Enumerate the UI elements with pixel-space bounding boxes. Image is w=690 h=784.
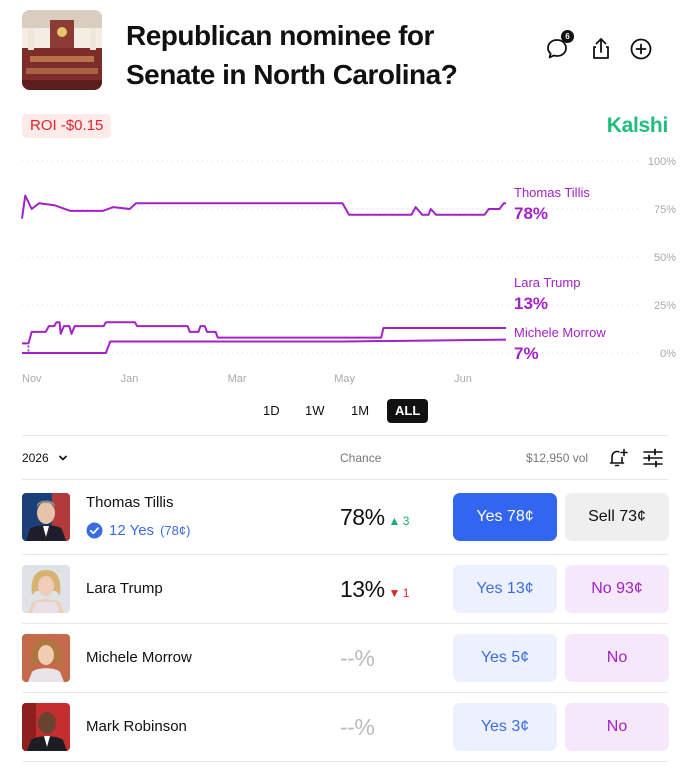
divider xyxy=(22,554,668,555)
divider xyxy=(22,435,668,436)
year-filter-value: 2026 xyxy=(22,451,49,465)
series-name-label: Lara Trump xyxy=(514,275,580,290)
buy-yes-button[interactable]: Yes 13¢ xyxy=(453,565,557,613)
bell-plus-icon xyxy=(609,448,628,467)
chance-column-header: Chance xyxy=(340,451,382,465)
divider xyxy=(22,761,668,762)
avatar xyxy=(22,634,70,682)
y-tick-label: 75% xyxy=(654,204,676,216)
series-name-label: Thomas Tillis xyxy=(514,185,590,200)
range-all-label: ALL xyxy=(395,403,421,418)
chance-change-value: 1 xyxy=(402,586,410,600)
range-1w-button[interactable]: 1W xyxy=(297,399,333,423)
chance-value: 78% ▲ 3 xyxy=(340,504,409,531)
comments-button[interactable]: 6 xyxy=(544,30,574,62)
position-summary[interactable]: 12 Yes (78¢) xyxy=(86,522,190,539)
roi-value: -$0.15 xyxy=(60,117,104,134)
chevron-down-icon xyxy=(58,455,68,461)
price-history-chart: 100% 75% 50% 25% 0% Nov Jan Mar May Jun Thomas Til… xyxy=(0,150,690,390)
buy-no-button[interactable]: No xyxy=(565,634,669,682)
triangle-up-icon: ▲ xyxy=(388,514,401,528)
x-tick-label: Jan xyxy=(121,373,139,385)
chance-percent: --% xyxy=(340,645,375,671)
divider xyxy=(22,479,668,480)
x-tick-label: May xyxy=(334,373,355,385)
filter-settings-button[interactable] xyxy=(642,447,664,469)
range-1m-label: 1M xyxy=(351,403,370,418)
avatar xyxy=(22,493,70,541)
y-tick-label: 50% xyxy=(654,252,676,264)
add-to-watchlist-button[interactable] xyxy=(628,36,654,62)
series-value-label: 13% xyxy=(514,294,548,313)
chance-percent: 13% xyxy=(340,576,385,602)
outcome-name: Lara Trump xyxy=(86,580,163,597)
y-tick-label: 100% xyxy=(648,156,676,168)
buy-yes-button[interactable]: Yes 3¢ xyxy=(453,703,557,751)
position-average-price: (78¢) xyxy=(160,523,191,538)
avatar xyxy=(22,565,70,613)
position-contracts: 12 Yes xyxy=(109,522,155,539)
range-1w-label: 1W xyxy=(305,403,325,418)
series-value-label: 7% xyxy=(514,344,539,363)
table-header: 2026 Chance $12,950 vol xyxy=(22,443,668,473)
range-1m-button[interactable]: 1M xyxy=(343,399,377,423)
chance-value: 13% ▼ 1 xyxy=(340,576,409,603)
sliders-icon xyxy=(643,448,663,468)
volume-label: $12,950 vol xyxy=(526,451,589,465)
table-row: Thomas Tillis 12 Yes (78¢) 78% ▲ 3 Yes 78… xyxy=(22,480,669,554)
chance-change-value: 3 xyxy=(402,514,410,528)
table-row: Mark Robinson --% Yes 3¢ No xyxy=(22,693,669,761)
table-row: Michele Morrow --% Yes 5¢ No xyxy=(22,624,669,692)
outcome-name: Mark Robinson xyxy=(86,718,187,735)
divider xyxy=(22,692,668,693)
series-line-michele-morrow-dotted xyxy=(22,343,30,354)
market-thumbnail xyxy=(22,10,102,90)
brand-logo: Kalshi xyxy=(606,114,669,137)
buy-no-button[interactable]: No 93¢ xyxy=(565,565,669,613)
chance-change: ▲ 3 xyxy=(388,514,410,528)
share-icon xyxy=(593,38,609,59)
buy-no-button[interactable]: No xyxy=(565,703,669,751)
table-row: Lara Trump 13% ▼ 1 Yes 13¢ No 93¢ xyxy=(22,555,669,623)
year-filter-dropdown[interactable]: 2026 xyxy=(22,451,68,465)
share-button[interactable] xyxy=(588,36,614,62)
outcome-name: Thomas Tillis xyxy=(86,494,174,511)
market-header: Republican nominee for Senate in North C… xyxy=(22,10,668,92)
range-all-button[interactable]: ALL xyxy=(387,399,429,423)
chance-percent: --% xyxy=(340,714,375,740)
chance-change: ▼ 1 xyxy=(388,586,410,600)
comment-icon xyxy=(547,39,567,59)
series-line-michele-morrow xyxy=(22,338,507,354)
comment-count-badge: 6 xyxy=(561,30,574,43)
roi-badge: ROI -$0.15 xyxy=(22,114,112,138)
market-title: Republican nominee for Senate in North C… xyxy=(126,20,458,90)
divider xyxy=(22,623,668,624)
outcome-name: Michele Morrow xyxy=(86,649,192,666)
roi-label: ROI xyxy=(30,117,57,134)
chart-canvas: 100% 75% 50% 25% 0% Nov Jan Mar May Jun Thomas Til… xyxy=(21,156,676,385)
y-tick-label: 25% xyxy=(654,300,676,312)
chance-percent: 78% xyxy=(340,504,385,530)
buy-yes-button[interactable]: Yes 78¢ xyxy=(453,493,557,541)
x-tick-label: Mar xyxy=(228,373,247,385)
x-tick-label: Nov xyxy=(22,373,42,385)
range-1d-label: 1D xyxy=(263,403,280,418)
series-value-label: 78% xyxy=(514,204,548,223)
y-tick-label: 0% xyxy=(660,348,676,360)
alert-button[interactable] xyxy=(607,447,629,469)
avatar xyxy=(22,703,70,751)
series-line-thomas-tillis xyxy=(21,194,506,219)
series-line-lara-trump xyxy=(22,321,506,345)
check-circle-icon xyxy=(86,522,103,539)
x-tick-label: Jun xyxy=(454,373,472,385)
triangle-down-icon: ▼ xyxy=(388,586,401,600)
plus-circle-icon xyxy=(630,38,652,60)
series-name-label: Michele Morrow xyxy=(514,325,606,340)
range-1d-button[interactable]: 1D xyxy=(255,399,288,423)
buy-yes-button[interactable]: Yes 5¢ xyxy=(453,634,557,682)
sell-button[interactable]: Sell 73¢ xyxy=(565,493,669,541)
